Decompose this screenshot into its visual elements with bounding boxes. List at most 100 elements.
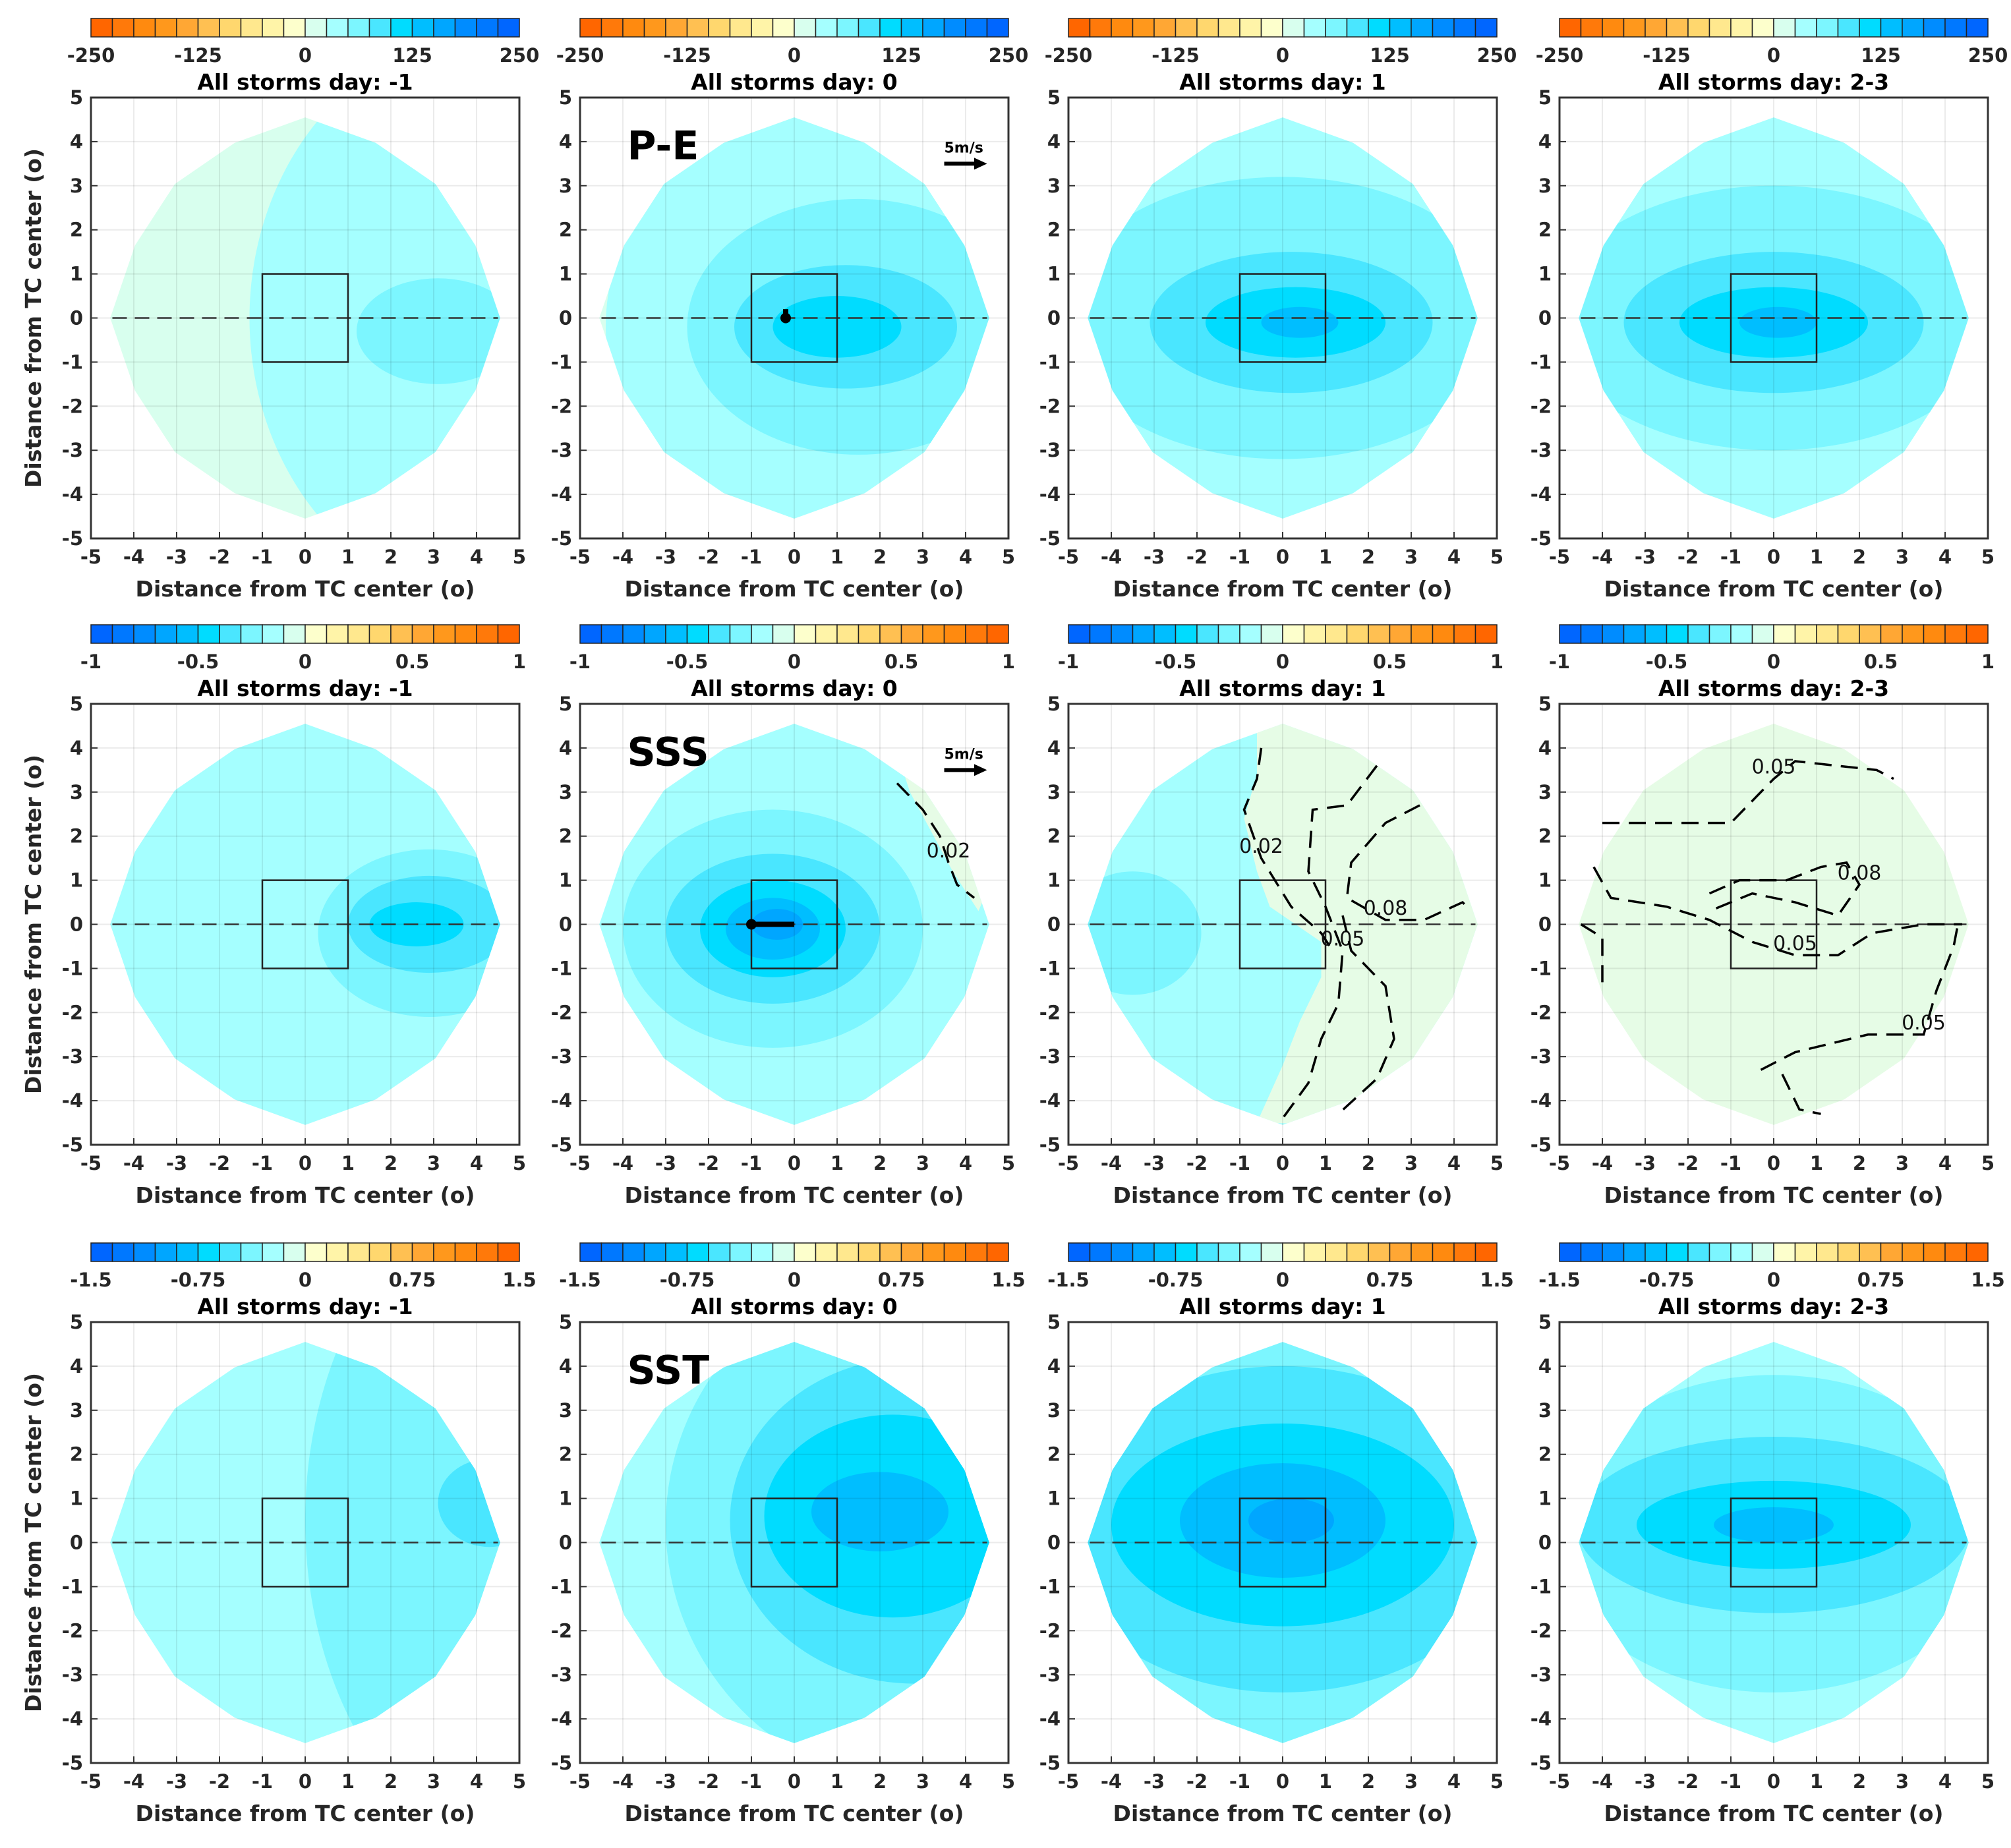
x-tick-label: 0 [788,1152,801,1174]
y-axis-label: Distance from TC center (o) [20,1373,46,1712]
center-box [1239,879,1327,969]
x-tick-label: 2 [1362,1770,1375,1793]
y-tick-label: 3 [559,1399,572,1422]
x-tick-label: 4 [959,1152,972,1174]
colorbar-tick-label: -250 [1536,44,1584,67]
x-tick-label: -5 [1549,1770,1570,1793]
colorbar-bin [1666,18,1689,38]
y-tick-label: 3 [1538,781,1552,803]
x-tick-label: -3 [655,546,676,568]
colorbar-bin [686,1242,709,1262]
y-tick-label: 1 [1538,263,1552,285]
y-tick-label: 5 [559,86,572,109]
colorbar-tick-label: -250 [67,44,115,67]
colorbar-bin [411,18,434,38]
colorbar-tick-label: 0 [1276,44,1289,67]
y-tick-label: 2 [559,825,572,848]
colorbar-bin [1794,18,1817,38]
x-axis-label: Distance from TC center (o) [136,1801,475,1826]
colorbar-bin [1966,624,1989,644]
colorbar-bin [433,624,456,644]
colorbar-bin [1432,1242,1455,1262]
y-tick-label: -4 [62,1089,83,1112]
colorbar-tick-label: 0 [299,1269,312,1291]
colorbar-bin [1411,18,1434,38]
y-tick-label: -5 [551,1752,572,1774]
colorbar-bin [1303,624,1326,644]
y-tick-label: 4 [559,130,572,153]
colorbar-bin [1111,1242,1134,1262]
y-tick-label: 5 [1047,86,1061,109]
colorbar-tick-label: 0 [299,650,312,673]
colorbar-bin [1432,624,1455,644]
colorbar-bin [836,1242,860,1262]
colorbar-bin [1794,1242,1817,1262]
x-tick-label: 2 [1853,1770,1866,1793]
colorbar-tick-label: -1.5 [70,1269,111,1291]
center-box [1239,273,1327,363]
x-tick-label: -3 [1144,1770,1165,1793]
colorbar-bin [1880,18,1903,38]
colorbar-bin [1816,624,1839,644]
contour-fills [1088,1342,1478,1743]
y-tick-label: -3 [1530,439,1552,461]
colorbar-bin [497,624,520,644]
center-box [261,273,349,363]
y-tick-label: -2 [1530,1001,1552,1024]
colorbar-bin [922,18,945,38]
x-tick-label: -1 [741,546,762,568]
x-tick-label: 0 [1767,1770,1780,1793]
x-tick-label: -4 [1101,1770,1122,1793]
x-tick-label: -2 [698,1152,719,1174]
x-tick-label: 1 [1810,1152,1823,1174]
x-tick-label: 1 [1810,1770,1823,1793]
colorbar-bin [240,624,263,644]
colorbar-bin [1944,624,1967,644]
panel-title: All storms day: 2-3 [1658,69,1889,95]
colorbar-bin [1730,18,1753,38]
colorbar-tick-label: 250 [1968,44,2008,67]
colorbar-bin [305,1242,328,1262]
x-tick-label: 5 [1490,1152,1503,1174]
x-tick-label: -2 [1186,1152,1208,1174]
x-tick-label: -5 [1058,1770,1079,1793]
colorbar-bin [1902,624,1925,644]
colorbar-bin [1196,18,1219,38]
colorbar-bin [1623,1242,1646,1262]
colorbar-bin [1089,624,1112,644]
y-tick-label: -3 [1039,439,1061,461]
colorbar-bin [708,1242,731,1262]
colorbar-bin [858,624,881,644]
colorbar-bin [1132,18,1155,38]
x-tick-label: -5 [1549,1152,1570,1174]
x-tick-label: -3 [1635,1770,1656,1793]
colorbar-tick-label: -1.5 [1047,1269,1089,1291]
x-tick-label: 4 [470,1152,483,1174]
y-tick-label: 4 [70,130,83,153]
colorbar-bin [1687,624,1710,644]
colorbar-bin [600,1242,624,1262]
colorbar-bin [1773,624,1796,644]
colorbar-bin [219,1242,242,1262]
colorbar-tick-label: -1.5 [559,1269,600,1291]
colorbar-bin [1111,624,1134,644]
colorbar-bin [1411,1242,1434,1262]
y-tick-label: 5 [70,693,83,715]
colorbar-bin [772,18,795,38]
colorbar-bin [1196,624,1219,644]
panel-variable-label: SST [627,1348,710,1394]
colorbar-bin [1923,1242,1946,1262]
x-tick-label: -3 [655,1770,676,1793]
colorbar-bin [90,1242,113,1262]
y-tick-label: -1 [1039,957,1061,979]
colorbar-bin [1645,18,1668,38]
x-tick-label: 5 [1981,1770,1995,1793]
colorbar-bin [262,1242,285,1262]
colorbar-bin [305,624,328,644]
colorbar-bin [1368,18,1391,38]
wind-arrow-head-icon [974,764,987,776]
colorbar-bin [708,18,731,38]
y-tick-label: 5 [1047,1311,1061,1333]
colorbar-bin [900,1242,923,1262]
colorbar-bin [1602,18,1625,38]
